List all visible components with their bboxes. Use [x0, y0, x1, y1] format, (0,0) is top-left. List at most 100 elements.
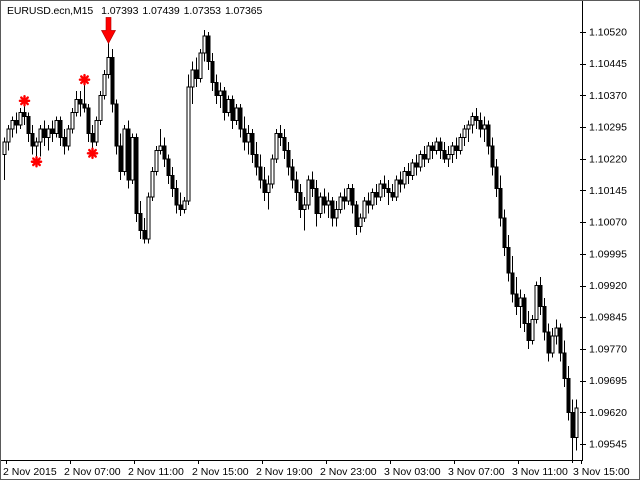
candle-up	[182, 200, 187, 210]
price-axis-label: 1.10445	[589, 58, 627, 70]
candle-up	[426, 145, 431, 160]
candle-up	[534, 285, 539, 320]
candle-down	[502, 217, 507, 248]
candle-up	[6, 128, 11, 143]
candle-up	[346, 187, 351, 202]
price-axis-label: 1.09620	[589, 407, 627, 419]
time-axis-label: 2 Nov 23:00	[320, 466, 377, 478]
candle-up	[18, 111, 23, 126]
candle-up	[458, 137, 463, 151]
time-axis-label: 3 Nov 07:00	[448, 466, 505, 478]
candle-down	[514, 293, 519, 308]
candle-down	[454, 145, 459, 151]
candle-down	[254, 154, 259, 168]
star-marker-icon	[18, 95, 31, 107]
time-axis-label: 3 Nov 03:00	[384, 466, 441, 478]
candle-up	[146, 196, 151, 240]
star-marker-icon	[30, 155, 43, 168]
candle-up	[2, 141, 7, 156]
candle-down	[522, 297, 527, 325]
candle-down	[110, 56, 115, 105]
candle-down	[366, 200, 371, 206]
candle-up	[266, 183, 271, 194]
candle-up	[518, 297, 523, 308]
candle-up	[154, 149, 159, 172]
candle-up	[38, 128, 43, 143]
candle-down	[374, 192, 379, 198]
candle-up	[66, 128, 71, 147]
candle-down	[566, 377, 571, 413]
candle-up	[574, 407, 579, 439]
candle-up	[74, 99, 79, 113]
candle-up	[218, 90, 223, 96]
sell-arrow-down-icon	[100, 17, 117, 45]
candle-down	[310, 179, 315, 189]
candle-up	[46, 128, 51, 139]
candle-up	[234, 107, 239, 122]
candle-down	[278, 132, 283, 139]
candle-down	[526, 323, 531, 341]
candle-down	[294, 179, 299, 194]
price-axis-label: 1.09770	[589, 343, 627, 355]
candle-down	[542, 306, 547, 333]
time-axis-label: 2 Nov 19:00	[256, 466, 313, 478]
candle-down	[422, 154, 427, 160]
candle-up	[362, 200, 367, 219]
candle-down	[82, 103, 87, 109]
candle-down	[114, 103, 119, 147]
star-center	[33, 159, 40, 165]
price-axis-label: 1.09695	[589, 375, 627, 387]
candle-up	[410, 162, 415, 177]
candle-up	[418, 154, 423, 168]
candle-up	[466, 124, 471, 130]
candle-down	[194, 69, 199, 79]
candle-down	[314, 187, 319, 215]
candle-down	[286, 149, 291, 168]
star-marker-icon	[86, 147, 99, 160]
time-axis-label: 3 Nov 15:00	[573, 466, 630, 478]
star-center	[81, 77, 88, 83]
candle-down	[398, 179, 403, 185]
candle-down	[42, 128, 47, 139]
close-value: 1.07365	[224, 5, 263, 17]
candle-up	[338, 196, 343, 210]
candle-up	[326, 200, 331, 206]
candle-down	[474, 116, 479, 122]
candle-down	[298, 192, 303, 210]
star-center	[89, 150, 96, 156]
star-marker-icon	[78, 73, 91, 86]
candle-down	[570, 411, 575, 439]
candle-down	[390, 192, 395, 198]
candle-down	[354, 204, 359, 227]
candle-up	[482, 124, 487, 130]
price-axis-label: 1.10070	[589, 217, 627, 229]
candle-down	[26, 116, 31, 134]
price-axis-label: 1.10295	[589, 122, 627, 134]
candle-up	[274, 132, 279, 160]
candle-up	[530, 318, 535, 341]
price-axis-label: 1.09995	[589, 248, 627, 260]
candle-down	[142, 230, 147, 240]
candle-up	[98, 94, 103, 122]
candle-up	[378, 183, 383, 198]
candle-down	[58, 120, 63, 139]
candle-up	[434, 141, 439, 151]
candle-down	[86, 107, 91, 134]
candle-up	[186, 86, 191, 202]
candle-down	[126, 128, 131, 181]
candle-up	[370, 192, 375, 206]
candle-up	[446, 154, 451, 160]
candle-down	[442, 149, 447, 160]
candle-up	[198, 52, 203, 79]
candle-down	[134, 137, 139, 215]
time-axis-label: 2 Nov 15:00	[192, 466, 249, 478]
candle-up	[550, 335, 555, 354]
candle-down	[262, 179, 267, 194]
candle-down	[494, 166, 499, 189]
candle-down	[62, 137, 67, 147]
candle-down	[498, 187, 503, 219]
low-value: 1.07353	[183, 5, 221, 17]
candle-down	[206, 35, 211, 63]
